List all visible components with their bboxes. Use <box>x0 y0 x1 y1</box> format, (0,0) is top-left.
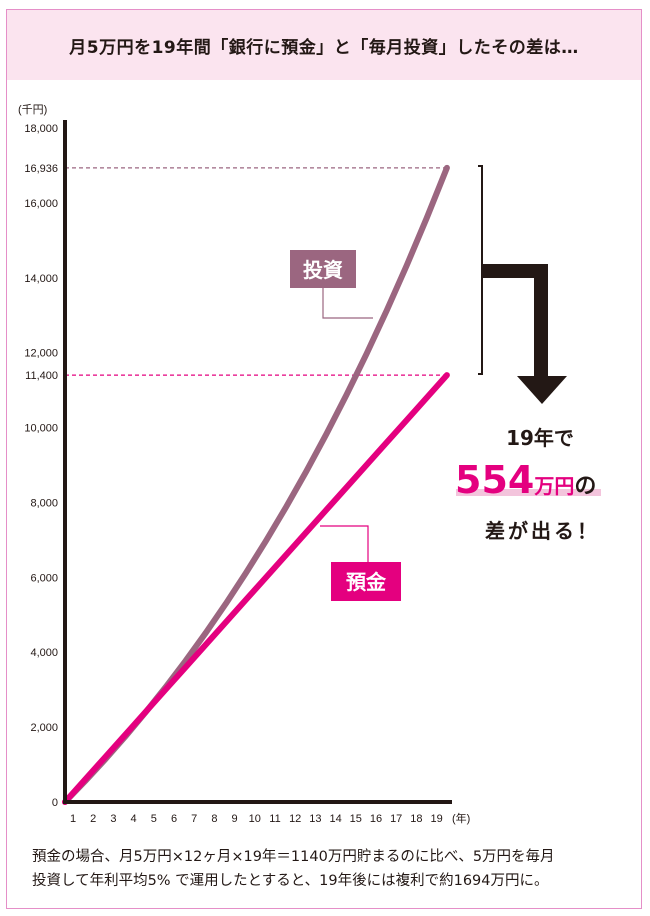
chart-title: 月5万円を19年間「銀行に預金」と「毎月投資」したその差は… <box>7 10 641 80</box>
x-tick-label: 1 <box>70 813 76 825</box>
x-tick-label: 18 <box>410 813 422 825</box>
x-tick-label: 9 <box>232 813 238 825</box>
invest-label: 投資 <box>303 258 343 282</box>
y-tick-label: 14,000 <box>24 273 58 285</box>
callout-years: 19年で <box>506 426 574 450</box>
x-tick-label: 13 <box>309 813 321 825</box>
y-tick-label: 2,000 <box>30 722 58 734</box>
callout-unit: 万円 <box>534 474 575 498</box>
callout-amount-row: 554万円の <box>455 458 645 502</box>
x-tick-label: 12 <box>289 813 301 825</box>
y-tick-label: 16,000 <box>24 198 58 210</box>
difference-bracket <box>478 165 483 375</box>
y-tick-label: 6,000 <box>30 572 58 584</box>
y-axis-label: (千円) <box>18 103 47 116</box>
y-tick-label: 12,000 <box>24 348 58 360</box>
x-tick-label: 15 <box>350 813 362 825</box>
x-tick-label: 14 <box>329 813 341 825</box>
x-tick-label: 8 <box>211 813 217 825</box>
reference-value-label: 11,400 <box>25 370 58 382</box>
figure-frame <box>6 9 642 909</box>
x-tick-label: 11 <box>269 813 280 825</box>
x-tick-label: 17 <box>390 813 402 825</box>
deposit-series-line <box>62 372 450 805</box>
x-tick-label: 5 <box>151 813 157 825</box>
x-tick-label: 19 <box>430 813 442 825</box>
invest-series-line <box>62 164 450 805</box>
reference-value-label: 16,936 <box>24 163 58 175</box>
y-tick-label: 0 <box>52 797 58 809</box>
arrow-down-icon <box>517 376 567 404</box>
invest-leader-line <box>322 287 373 319</box>
footnote-line-1: 預金の場合、月5万円×12ヶ月×19年＝1140万円貯まるのに比べ、5万円を毎月 <box>32 849 555 865</box>
footnote: 預金の場合、月5万円×12ヶ月×19年＝1140万円貯まるのに比べ、5万円を毎月… <box>32 845 632 893</box>
footnote-line-2: 投資して年利平均5% で運用したとすると、19年後には複利で約1694万円に。 <box>32 873 549 889</box>
x-tick-label: 16 <box>370 813 382 825</box>
x-tick-label: 3 <box>110 813 116 825</box>
callout-suffix: の <box>574 474 597 499</box>
x-axis-label: (年) <box>452 811 470 825</box>
arrow-shaft <box>482 264 548 380</box>
callout-difference: 差が出る！ <box>485 519 600 543</box>
invest-label-box <box>290 250 356 288</box>
y-tick-label: 18,000 <box>24 123 58 135</box>
callout-amount: 554 <box>455 458 535 502</box>
x-tick-label: 6 <box>171 813 177 825</box>
x-tick-label: 4 <box>131 813 137 825</box>
x-tick-label: 7 <box>191 813 197 825</box>
y-tick-label: 4,000 <box>30 647 58 659</box>
deposit-leader-line <box>320 525 369 562</box>
amount-underline <box>456 489 601 496</box>
deposit-label: 預金 <box>346 570 387 594</box>
x-tick-label: 2 <box>90 813 96 825</box>
y-tick-label: 8,000 <box>30 497 58 509</box>
y-tick-label: 10,000 <box>24 423 58 435</box>
deposit-label-box <box>331 562 401 601</box>
x-tick-label: 10 <box>249 813 261 825</box>
